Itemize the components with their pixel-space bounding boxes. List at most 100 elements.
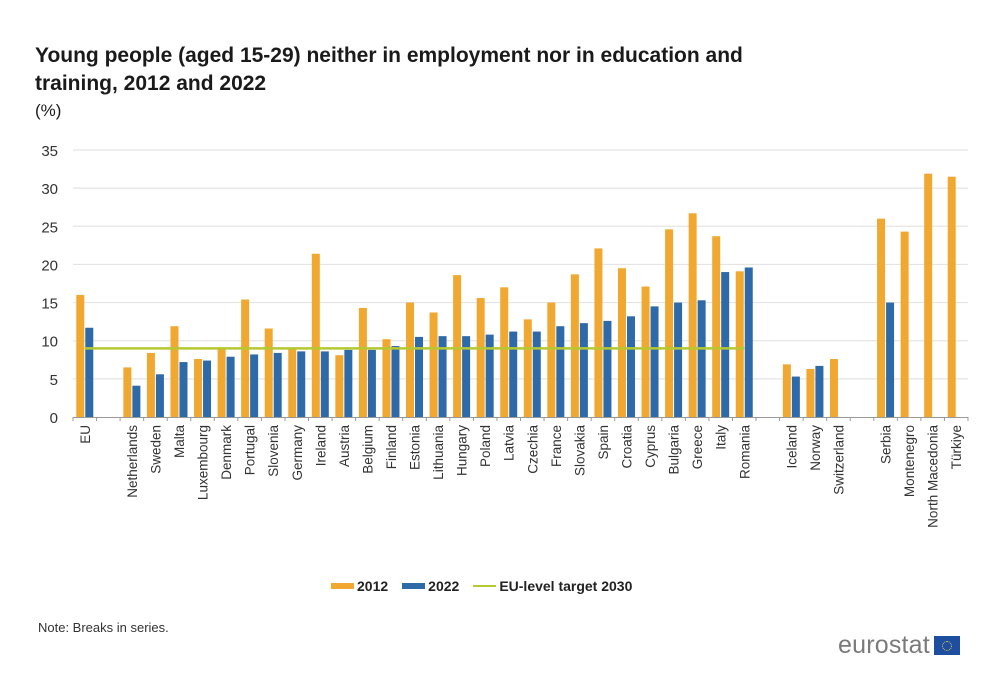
x-tick-label: Estonia — [408, 425, 423, 471]
legend-label-2012: 2012 — [357, 578, 389, 594]
bar-2022 — [438, 336, 447, 417]
y-axis-ticks: 0 5 10 15 20 25 30 35 — [41, 143, 58, 427]
footnote: Note: Breaks in series. — [38, 620, 169, 635]
bar-2022 — [85, 327, 94, 417]
y-tick-label: 35 — [41, 143, 58, 160]
bar-2022 — [203, 360, 212, 417]
bar-2022 — [697, 300, 706, 417]
x-tick-label: France — [549, 425, 564, 467]
legend-swatch-target — [473, 585, 497, 587]
bar-2022 — [674, 302, 683, 417]
x-tick-label: Latvia — [502, 425, 517, 462]
bar-2022 — [226, 356, 235, 417]
chart-title: Young people (aged 15-29) neither in emp… — [35, 44, 743, 95]
bar-2022 — [791, 376, 800, 417]
bar-2012 — [170, 326, 179, 417]
bar-2022 — [579, 323, 588, 417]
y-tick-label: 30 — [41, 181, 58, 198]
x-tick-label: Lithuania — [431, 425, 446, 480]
x-tick-label: Poland — [478, 425, 493, 467]
bar-2022 — [721, 272, 730, 417]
x-tick-label: Belgium — [360, 425, 375, 474]
x-tick-label: Slovakia — [572, 425, 587, 477]
x-tick-label: Portugal — [243, 425, 258, 475]
logo-text: eurostat — [838, 631, 930, 659]
bar-2022 — [886, 302, 895, 417]
x-tick-label: Malta — [172, 425, 187, 459]
y-tick-label: 0 — [50, 410, 58, 427]
y-tick-label: 20 — [41, 257, 58, 274]
bar-2022 — [273, 352, 282, 417]
bar-2022 — [509, 331, 518, 417]
legend-item-target[interactable]: EU-level target 2030 — [473, 578, 632, 594]
bar-2012 — [241, 299, 250, 417]
x-tick-label: Italy — [714, 425, 729, 450]
bar-2012 — [311, 253, 320, 417]
gridlines — [73, 149, 968, 380]
x-tick-label: North Macedonia — [926, 425, 941, 528]
bars — [76, 173, 956, 417]
bar-2012 — [382, 339, 391, 417]
bar-2012 — [146, 352, 155, 417]
x-tick-label: Spain — [596, 425, 611, 460]
x-tick-label: Bulgaria — [667, 425, 682, 475]
bar-2012 — [735, 271, 744, 417]
x-tick-label: Czechia — [525, 425, 540, 474]
eurostat-logo: eurostat — [838, 631, 960, 660]
bar-2022 — [320, 351, 329, 417]
x-tick-label: Romania — [737, 425, 752, 480]
bar-2012 — [570, 274, 579, 417]
x-tick-label: Iceland — [784, 425, 799, 469]
bar-2012 — [547, 302, 556, 417]
x-tick-label: Croatia — [619, 425, 634, 469]
x-tick-label: Ireland — [313, 425, 328, 466]
x-tick-label: Netherlands — [125, 425, 140, 498]
bar-2022 — [297, 351, 306, 417]
x-tick-label: Sweden — [148, 425, 163, 474]
bar-2012 — [476, 297, 485, 417]
x-tick-label: Luxembourg — [196, 425, 211, 500]
bar-2012 — [335, 355, 344, 417]
x-tick-label: EU — [78, 425, 93, 444]
unit-label: (%) — [35, 101, 62, 120]
y-tick-label: 5 — [50, 372, 58, 389]
legend: 2012 2022 EU-level target 2030 — [331, 578, 646, 594]
x-tick-label: Hungary — [455, 425, 470, 476]
bar-2022 — [155, 374, 164, 417]
legend-swatch-2022 — [402, 583, 426, 589]
bar-2022 — [650, 306, 659, 417]
bar-2022 — [603, 320, 612, 417]
bar-2012 — [217, 348, 226, 417]
legend-item-2022[interactable]: 2022 — [402, 578, 459, 594]
bar-2012 — [947, 176, 956, 417]
bar-2022 — [532, 331, 541, 417]
legend-label-2022: 2022 — [428, 578, 460, 594]
bar-2022 — [462, 336, 471, 417]
x-tick-label: Switzerland — [831, 425, 846, 495]
bar-2012 — [358, 307, 367, 417]
bar-2012 — [406, 302, 415, 417]
bar-2022 — [485, 334, 494, 417]
bar-2012 — [829, 359, 838, 417]
bar-2012 — [453, 275, 462, 417]
bar-2012 — [712, 236, 721, 417]
bar-2012 — [924, 173, 933, 417]
bar-2012 — [782, 364, 791, 417]
x-tick-label: Montenegro — [902, 425, 917, 497]
y-tick-label: 25 — [41, 219, 58, 236]
bar-2012 — [194, 359, 203, 417]
x-tick-label: Serbia — [879, 425, 894, 465]
bar-2012 — [617, 268, 626, 417]
bar-2012 — [288, 348, 297, 417]
bar-2012 — [688, 213, 697, 417]
bar-2022 — [132, 385, 141, 417]
legend-item-2012[interactable]: 2012 — [331, 578, 388, 594]
bar-2012 — [264, 328, 273, 417]
x-tick-label: Austria — [337, 425, 352, 468]
bar-2022 — [344, 349, 353, 417]
bar-2012 — [641, 286, 650, 417]
x-tick-label: Greece — [690, 425, 705, 469]
x-tick-label: Norway — [808, 425, 823, 471]
bar-2012 — [806, 368, 815, 417]
